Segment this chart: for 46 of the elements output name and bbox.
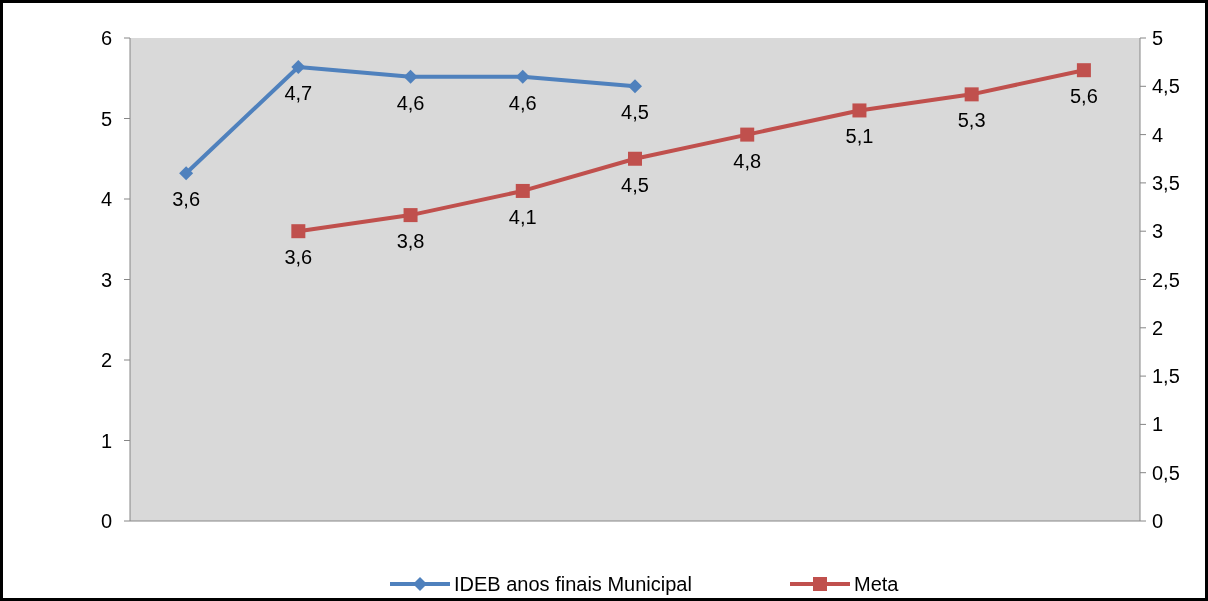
y2-tick-label: 5	[1152, 27, 1164, 49]
y-tick-label: 3	[100, 268, 112, 291]
y-tick-label: 0	[100, 510, 112, 532]
data-label: 5,3	[957, 109, 986, 132]
point	[740, 127, 755, 142]
y2-tick-label: 0	[1152, 510, 1164, 532]
y2-tick-label: 4,5	[1152, 75, 1180, 98]
y2-tick-label: 2	[1152, 316, 1164, 339]
y2-tick-label: 3,5	[1152, 171, 1180, 194]
y2-tick-label: 2,5	[1152, 268, 1180, 291]
point	[515, 183, 530, 198]
data-label: 4,8	[733, 149, 762, 172]
y-tick-label: 2	[100, 349, 112, 371]
data-label: 4,5	[621, 101, 649, 124]
data-label: 4,7	[284, 81, 313, 104]
y-tick-label: 5	[100, 107, 112, 130]
point	[179, 166, 194, 181]
point	[964, 87, 979, 102]
point	[403, 69, 418, 84]
data-label: 4,1	[508, 205, 537, 228]
data-label: 3,8	[396, 230, 425, 253]
point	[1076, 63, 1091, 78]
y-tick-label: 4	[100, 188, 112, 210]
data-label: 5,1	[845, 125, 874, 148]
y2-tick-label: 1,5	[1152, 365, 1180, 388]
point	[291, 224, 306, 239]
y2-tick-label: 0,5	[1152, 461, 1180, 484]
point	[628, 79, 642, 94]
point	[515, 69, 530, 84]
data-label: 4,5	[621, 173, 649, 196]
y-tick-label: 6	[100, 27, 112, 49]
y2-tick-label: 4	[1152, 123, 1164, 146]
y2-tick-label: 3	[1152, 220, 1164, 243]
y-tick-label: 1	[100, 429, 112, 452]
point	[628, 151, 642, 166]
y2-tick-label: 1	[1152, 413, 1164, 436]
data-label: 4,6	[508, 91, 537, 114]
point	[291, 59, 306, 74]
data-label: 4,6	[396, 91, 425, 114]
legend-label: Meta	[854, 573, 900, 595]
data-label: 3,6	[172, 188, 201, 211]
point	[852, 103, 867, 118]
data-label: 3,6	[284, 246, 313, 269]
point	[403, 208, 418, 223]
data-label: 5,6	[1069, 85, 1098, 108]
legend-label: IDEB anos finais Municipal	[454, 573, 692, 595]
